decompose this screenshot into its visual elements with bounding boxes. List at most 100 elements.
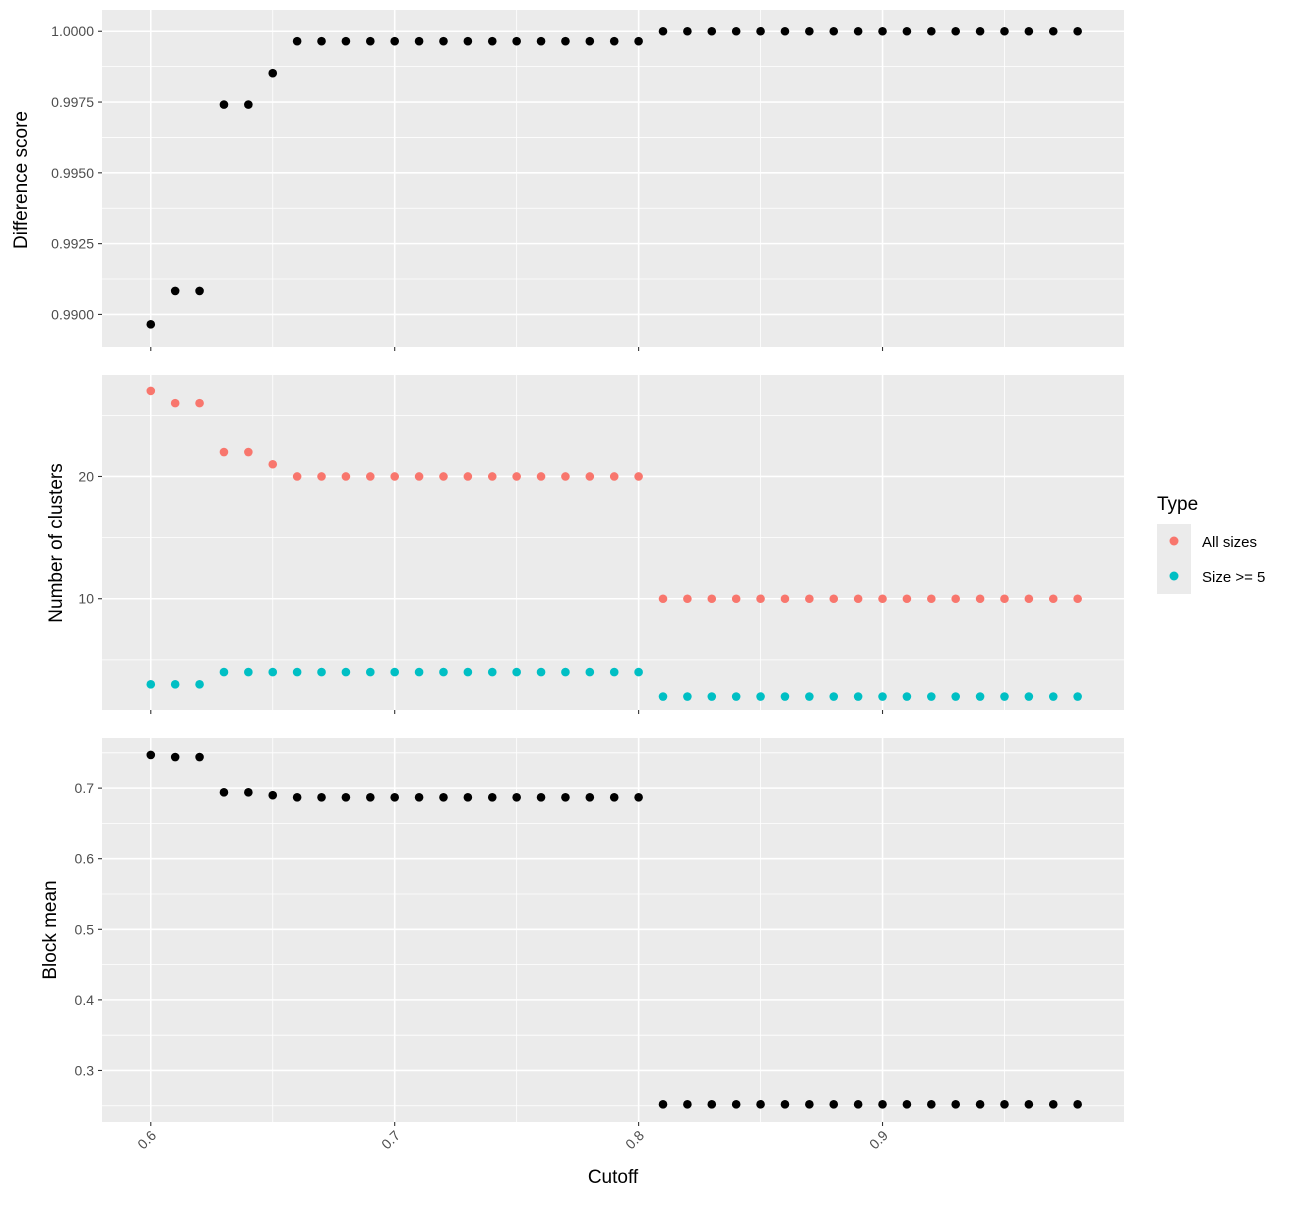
data-point-all-sizes bbox=[683, 594, 692, 604]
data-point-size-5 bbox=[805, 692, 814, 701]
data-point-size-5 bbox=[585, 667, 595, 677]
data-point-difference-score bbox=[366, 36, 375, 46]
legend-label-all-sizes: All sizes bbox=[1202, 534, 1257, 551]
data-point-difference-score bbox=[463, 36, 473, 46]
data-point-size-5 bbox=[975, 692, 985, 701]
y-tick-label: 20 bbox=[78, 468, 94, 484]
data-point-difference-score bbox=[487, 36, 497, 46]
data-point-size-5 bbox=[853, 692, 863, 701]
data-point-difference-score bbox=[951, 26, 960, 36]
data-point-size-5 bbox=[756, 692, 765, 701]
data-point-block-mean bbox=[146, 750, 156, 760]
data-point-all-sizes bbox=[853, 594, 863, 604]
data-point-all-sizes bbox=[1048, 594, 1058, 604]
data-point-all-sizes bbox=[219, 447, 229, 457]
data-point-size-5 bbox=[609, 667, 619, 677]
data-point-size-5 bbox=[731, 692, 741, 701]
data-point-difference-score bbox=[731, 26, 741, 36]
panel-background-difference-score bbox=[102, 10, 1124, 347]
data-point-block-mean bbox=[219, 788, 229, 797]
data-point-difference-score bbox=[780, 26, 790, 36]
data-point-block-mean bbox=[366, 792, 375, 802]
data-point-all-sizes bbox=[951, 594, 960, 604]
data-point-all-sizes bbox=[634, 472, 643, 481]
data-point-difference-score bbox=[439, 36, 448, 46]
data-point-difference-score bbox=[536, 36, 546, 46]
data-point-all-sizes bbox=[829, 594, 839, 604]
data-point-all-sizes bbox=[146, 386, 156, 396]
data-point-block-mean bbox=[731, 1100, 741, 1109]
data-point-all-sizes bbox=[780, 594, 790, 604]
data-point-difference-score bbox=[1000, 26, 1009, 36]
y-axis-title-block-mean: Block mean bbox=[40, 880, 61, 979]
data-point-difference-score bbox=[609, 36, 619, 46]
data-point-difference-score bbox=[170, 286, 180, 296]
data-point-all-sizes bbox=[585, 472, 595, 481]
data-point-block-mean bbox=[756, 1100, 765, 1109]
data-point-size-5 bbox=[927, 692, 936, 701]
data-point-block-mean bbox=[780, 1100, 790, 1109]
y-tick-label: 0.6 bbox=[75, 851, 95, 867]
data-point-difference-score bbox=[634, 36, 643, 46]
data-point-difference-score bbox=[585, 36, 595, 46]
data-point-size-5 bbox=[268, 667, 278, 677]
data-point-block-mean bbox=[975, 1100, 985, 1109]
data-point-block-mean bbox=[268, 790, 278, 800]
y-axis-title-difference-score: Difference score bbox=[11, 111, 32, 249]
data-point-block-mean bbox=[317, 792, 326, 802]
legend-label-size-5: Size >= 5 bbox=[1202, 569, 1265, 586]
data-point-difference-score bbox=[1024, 26, 1034, 36]
data-point-size-5 bbox=[317, 667, 326, 677]
data-point-block-mean bbox=[829, 1100, 839, 1109]
data-point-block-mean bbox=[439, 792, 448, 802]
data-point-difference-score bbox=[805, 26, 814, 36]
data-point-size-5 bbox=[658, 692, 668, 701]
data-point-size-5 bbox=[390, 667, 399, 677]
data-point-all-sizes bbox=[609, 472, 619, 481]
data-point-size-5 bbox=[463, 667, 473, 677]
data-point-difference-score bbox=[707, 26, 717, 36]
data-point-all-sizes bbox=[244, 447, 253, 457]
y-tick-label: 0.3 bbox=[75, 1062, 95, 1078]
data-point-difference-score bbox=[146, 320, 156, 329]
data-point-all-sizes bbox=[805, 594, 814, 604]
data-point-block-mean bbox=[634, 792, 643, 802]
data-point-difference-score bbox=[1073, 26, 1082, 36]
data-point-block-mean bbox=[927, 1100, 936, 1109]
data-point-difference-score bbox=[341, 36, 351, 46]
data-point-difference-score bbox=[902, 26, 912, 36]
data-point-all-sizes bbox=[658, 594, 668, 604]
y-tick-label: 0.9900 bbox=[51, 306, 94, 322]
data-point-block-mean bbox=[1073, 1100, 1082, 1109]
data-point-difference-score bbox=[975, 26, 985, 36]
data-point-difference-score bbox=[219, 100, 229, 109]
data-point-block-mean bbox=[1048, 1100, 1058, 1109]
y-tick-label: 0.9950 bbox=[51, 165, 94, 181]
data-point-block-mean bbox=[805, 1100, 814, 1109]
data-point-all-sizes bbox=[1024, 594, 1034, 604]
data-point-all-sizes bbox=[902, 594, 912, 604]
data-point-size-5 bbox=[536, 667, 546, 677]
y-tick-label: 0.9975 bbox=[51, 94, 94, 110]
x-axis-title: Cutoff bbox=[588, 1167, 639, 1188]
y-axis-title-number-of-clusters: Number of clusters bbox=[46, 463, 67, 622]
data-point-difference-score bbox=[927, 26, 936, 36]
data-point-block-mean bbox=[878, 1100, 887, 1109]
data-point-size-5 bbox=[1048, 692, 1058, 701]
data-point-difference-score bbox=[317, 36, 326, 46]
data-point-block-mean bbox=[244, 788, 253, 797]
data-point-difference-score bbox=[658, 26, 668, 36]
data-point-block-mean bbox=[414, 792, 424, 802]
y-tick-label: 0.4 bbox=[75, 992, 95, 1008]
data-point-all-sizes bbox=[561, 472, 570, 481]
data-point-block-mean bbox=[561, 792, 570, 802]
data-point-block-mean bbox=[1024, 1100, 1034, 1109]
data-point-all-sizes bbox=[268, 459, 278, 469]
data-point-size-5 bbox=[292, 667, 302, 677]
data-point-all-sizes bbox=[731, 594, 741, 604]
data-point-size-5 bbox=[219, 667, 229, 677]
data-point-block-mean bbox=[512, 792, 521, 802]
data-point-all-sizes bbox=[1000, 594, 1009, 604]
data-point-size-5 bbox=[512, 667, 521, 677]
data-point-all-sizes bbox=[390, 472, 399, 481]
